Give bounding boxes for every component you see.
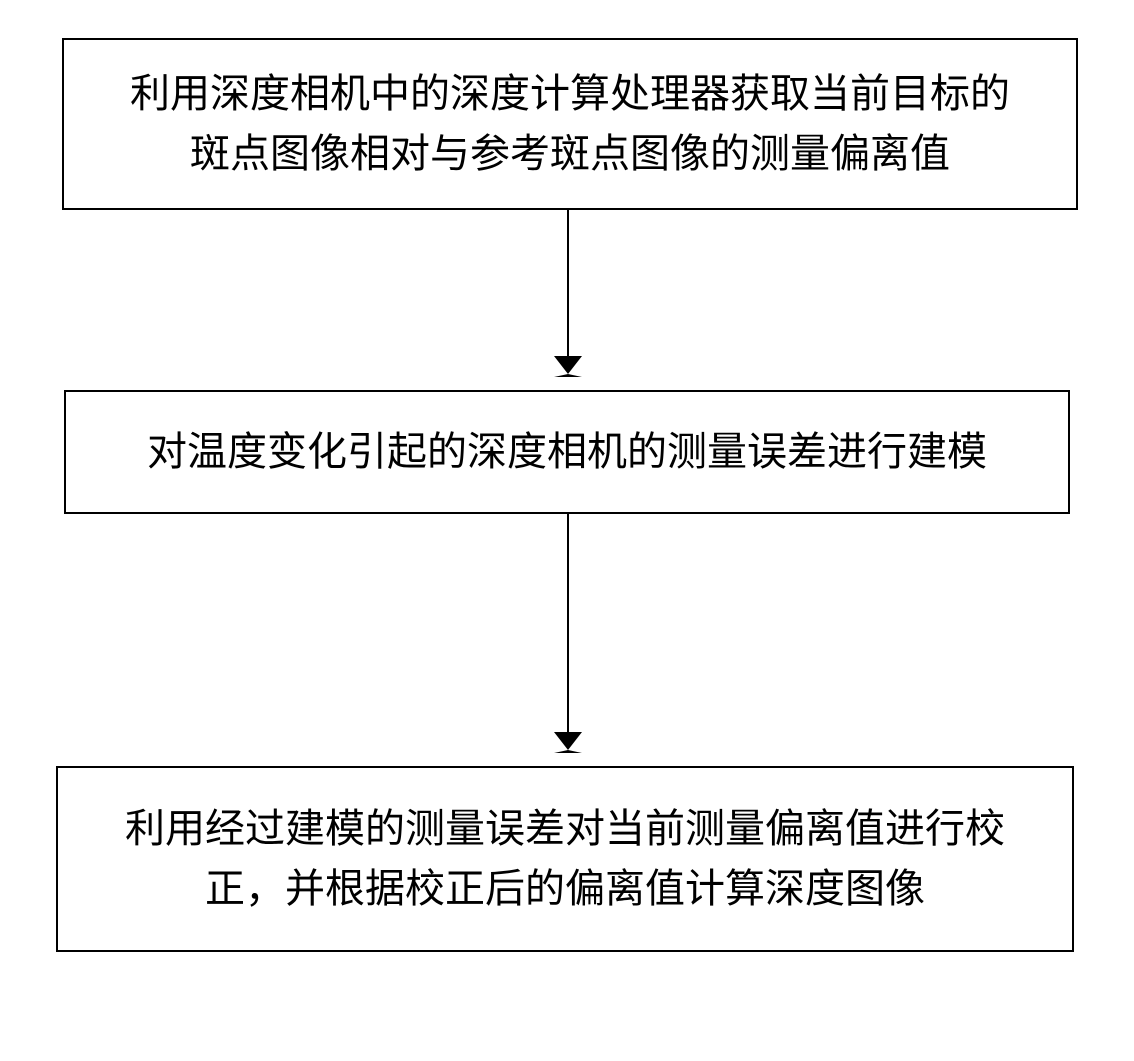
- flowchart-box-3-text: 利用经过建模的测量误差对当前测量偏离值进行校正，并根据校正后的偏离值计算深度图像: [125, 799, 1005, 919]
- flowchart-box-1-text: 利用深度相机中的深度计算处理器获取当前目标的斑点图像相对与参考斑点图像的测量偏离…: [130, 64, 1010, 184]
- flowchart-arrow-2-line: [567, 514, 569, 734]
- flowchart-arrow-1-head: [554, 356, 582, 377]
- flowchart-box-3: 利用经过建模的测量误差对当前测量偏离值进行校正，并根据校正后的偏离值计算深度图像: [56, 766, 1074, 952]
- flowchart-arrow-1-line: [567, 210, 569, 358]
- flowchart-box-2: 对温度变化引起的深度相机的测量误差进行建模: [64, 390, 1070, 514]
- flowchart-container: 利用深度相机中的深度计算处理器获取当前目标的斑点图像相对与参考斑点图像的测量偏离…: [0, 0, 1134, 1061]
- flowchart-box-2-text: 对温度变化引起的深度相机的测量误差进行建模: [147, 422, 987, 482]
- flowchart-arrow-2-head: [554, 732, 582, 753]
- flowchart-box-1: 利用深度相机中的深度计算处理器获取当前目标的斑点图像相对与参考斑点图像的测量偏离…: [62, 38, 1078, 210]
